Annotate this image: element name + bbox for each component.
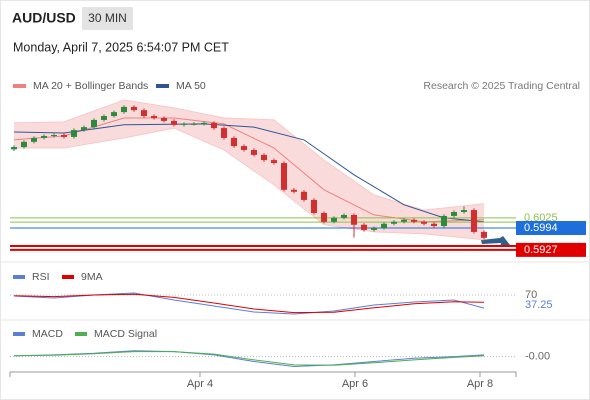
candle-body <box>351 214 357 225</box>
candle-body <box>271 160 277 164</box>
candle-body <box>111 112 117 117</box>
candle-body <box>181 123 187 125</box>
candle-body <box>251 149 257 155</box>
candle-body <box>201 122 207 124</box>
y-tick-label: 70 <box>525 289 537 301</box>
symbol: AUD/USD <box>12 10 76 26</box>
candle-body <box>101 116 107 120</box>
band-upper <box>13 99 485 211</box>
candle-body <box>31 137 37 142</box>
x-tick-label: Apr 6 <box>342 378 368 390</box>
candle-body <box>461 210 467 213</box>
candle-body <box>381 223 387 229</box>
candle-body <box>301 191 307 200</box>
datetime: Monday, April 7, 2025 6:54:07 PM CET <box>13 40 229 54</box>
candle-body <box>91 119 97 128</box>
candle-body <box>21 141 27 148</box>
candle-body <box>191 123 197 125</box>
legend-label: MA 20 + Bollinger Bands <box>33 80 148 92</box>
band-lower <box>14 127 485 241</box>
candle-body <box>431 223 437 227</box>
candle-body <box>291 189 297 192</box>
candle-body <box>141 110 147 117</box>
candle-body <box>41 135 47 138</box>
candle-body <box>231 137 237 147</box>
legend-label: RSI <box>32 271 50 283</box>
legend-label: MACD <box>32 328 63 340</box>
candle-body <box>471 210 477 232</box>
candle-body <box>241 146 247 150</box>
legend-label: MACD Signal <box>94 328 157 340</box>
moving-average <box>13 123 485 223</box>
candle-body <box>371 228 377 230</box>
price-label: 0.6025 <box>524 212 558 224</box>
x-tick-label: Apr 4 <box>187 378 213 390</box>
candle-body <box>321 212 327 222</box>
legend-label: MA 50 <box>176 80 206 92</box>
candle-body <box>161 117 167 121</box>
candle-body <box>331 217 337 222</box>
legend-label: 9MA <box>81 271 103 283</box>
candle-body <box>311 199 317 213</box>
price-label: 0.5994 <box>524 222 558 234</box>
indicator-line <box>13 351 485 366</box>
candle-body <box>451 212 457 216</box>
price-label-box <box>516 221 586 236</box>
candle-body <box>421 221 427 224</box>
candle-body <box>121 106 127 113</box>
current-value-label: 37.25 <box>525 299 553 311</box>
candle-body <box>211 122 217 129</box>
candle-body <box>11 147 17 150</box>
candle-body <box>361 224 367 230</box>
candle-body <box>441 215 447 227</box>
candle-body <box>131 106 137 111</box>
candle-body <box>51 134 57 136</box>
indicator-line <box>13 293 485 314</box>
candle-body <box>261 154 267 161</box>
candle-body <box>81 127 87 131</box>
candle-body <box>481 231 487 238</box>
forecast-arrow <box>481 236 510 247</box>
candle-body <box>71 130 77 137</box>
price-label: 0.5927 <box>524 244 558 256</box>
candle-body <box>411 219 417 222</box>
y-tick-label: -0.00 <box>525 350 550 362</box>
timeframe-badge <box>82 7 133 30</box>
x-tick-label: Apr 8 <box>467 378 493 390</box>
candle-body <box>171 120 177 125</box>
timeframe: 30 MIN <box>88 11 127 25</box>
price-label-box <box>516 242 586 257</box>
candle-body <box>401 219 407 222</box>
candle-body <box>61 134 67 137</box>
candle-body <box>281 163 287 190</box>
bollinger-band <box>14 100 484 240</box>
candle-body <box>391 221 397 224</box>
candle-body <box>221 128 227 138</box>
candle-body <box>151 116 157 118</box>
attribution: Research © 2025 Trading Central <box>423 80 580 92</box>
candle-body <box>341 214 347 218</box>
